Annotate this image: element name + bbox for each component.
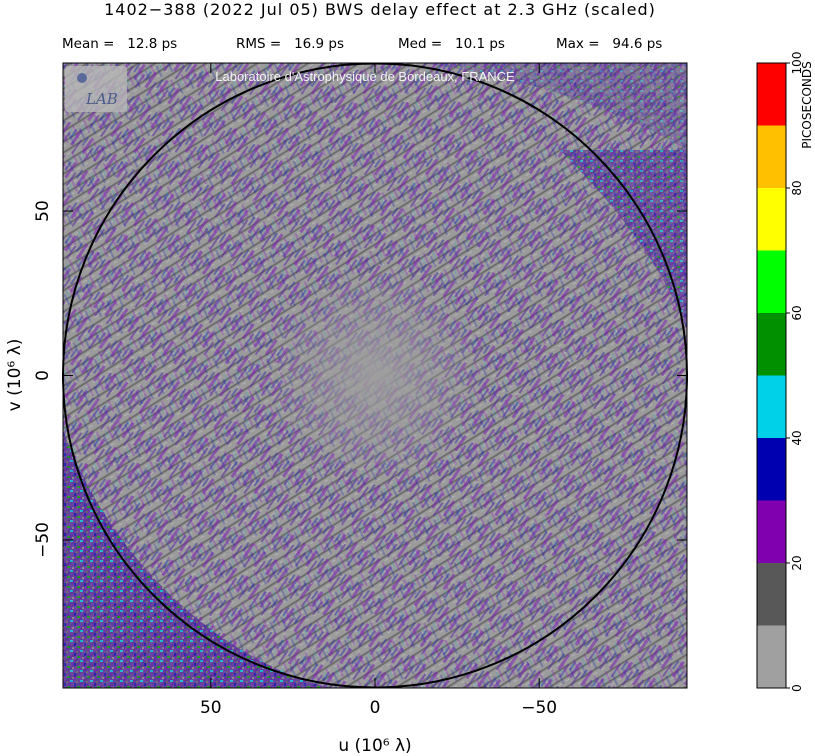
y-tick-label: 50 xyxy=(33,200,53,222)
y-axis-label: v (10⁶ λ) xyxy=(5,339,25,412)
uv-delay-heatmap xyxy=(63,63,687,688)
heatmap-center xyxy=(63,63,687,688)
stat-median-value: 10.1 ps xyxy=(455,36,505,52)
x-tick-label: −50 xyxy=(521,698,557,718)
y-tick-label: −50 xyxy=(33,522,53,558)
lab-logo-planet xyxy=(77,73,87,83)
axes: 50 0 −50 50 0 −50 u (10⁶ λ) v (10⁶ λ) xyxy=(5,63,687,756)
stat-median-label: Med = xyxy=(398,36,443,52)
stat-rms: RMS = 16.9 ps xyxy=(236,36,344,52)
colorbar-bin xyxy=(757,375,786,438)
x-tick-label: 50 xyxy=(200,698,222,718)
stat-max: Max = 94.6 ps xyxy=(556,36,662,52)
colorbar-bin xyxy=(757,500,786,563)
colorbar-bin xyxy=(757,250,786,313)
colorbar-tick-label: 0 xyxy=(790,684,804,692)
colorbar-tick-label: 100 xyxy=(790,52,804,75)
colorbar-frame xyxy=(756,62,787,689)
stat-mean-value: 12.8 ps xyxy=(127,36,178,52)
stat-max-label: Max = xyxy=(556,36,600,52)
stat-max-value: 94.6 ps xyxy=(612,36,663,52)
stat-median: Med = 10.1 ps xyxy=(398,36,505,52)
colorbar-bin xyxy=(757,125,786,188)
stat-rms-label: RMS = xyxy=(236,36,282,52)
lab-logo: LAB xyxy=(65,66,127,112)
colorbar-tick-label: 20 xyxy=(790,555,804,570)
stat-mean: Mean = 12.8 ps xyxy=(62,36,177,52)
y-tick-label: 0 xyxy=(33,370,53,381)
lab-logo-text: LAB xyxy=(85,90,118,108)
watermark-text: Laboratoire d'Astrophysique de Bordeaux,… xyxy=(215,69,515,84)
colorbar-tick-label: 40 xyxy=(790,430,804,445)
colorbar-bin xyxy=(757,438,786,501)
colorbar-bin xyxy=(757,563,786,626)
stat-rms-value: 16.9 ps xyxy=(294,36,345,52)
colorbar-bin xyxy=(757,63,786,126)
colorbar-tick-label: 60 xyxy=(790,305,804,320)
colorbar-label: PICOSECONDS xyxy=(800,61,814,148)
chart-title: 1402−388 (2022 Jul 05) BWS delay effect … xyxy=(104,0,656,19)
stat-mean-label: Mean = xyxy=(62,36,115,52)
x-tick-label: 0 xyxy=(370,698,381,718)
colorbar-tick-label: 80 xyxy=(790,180,804,195)
colorbar-bin xyxy=(757,313,786,376)
colorbar-bin xyxy=(757,188,786,251)
colorbar-bin xyxy=(757,625,786,688)
x-axis-label: u (10⁶ λ) xyxy=(338,736,411,756)
